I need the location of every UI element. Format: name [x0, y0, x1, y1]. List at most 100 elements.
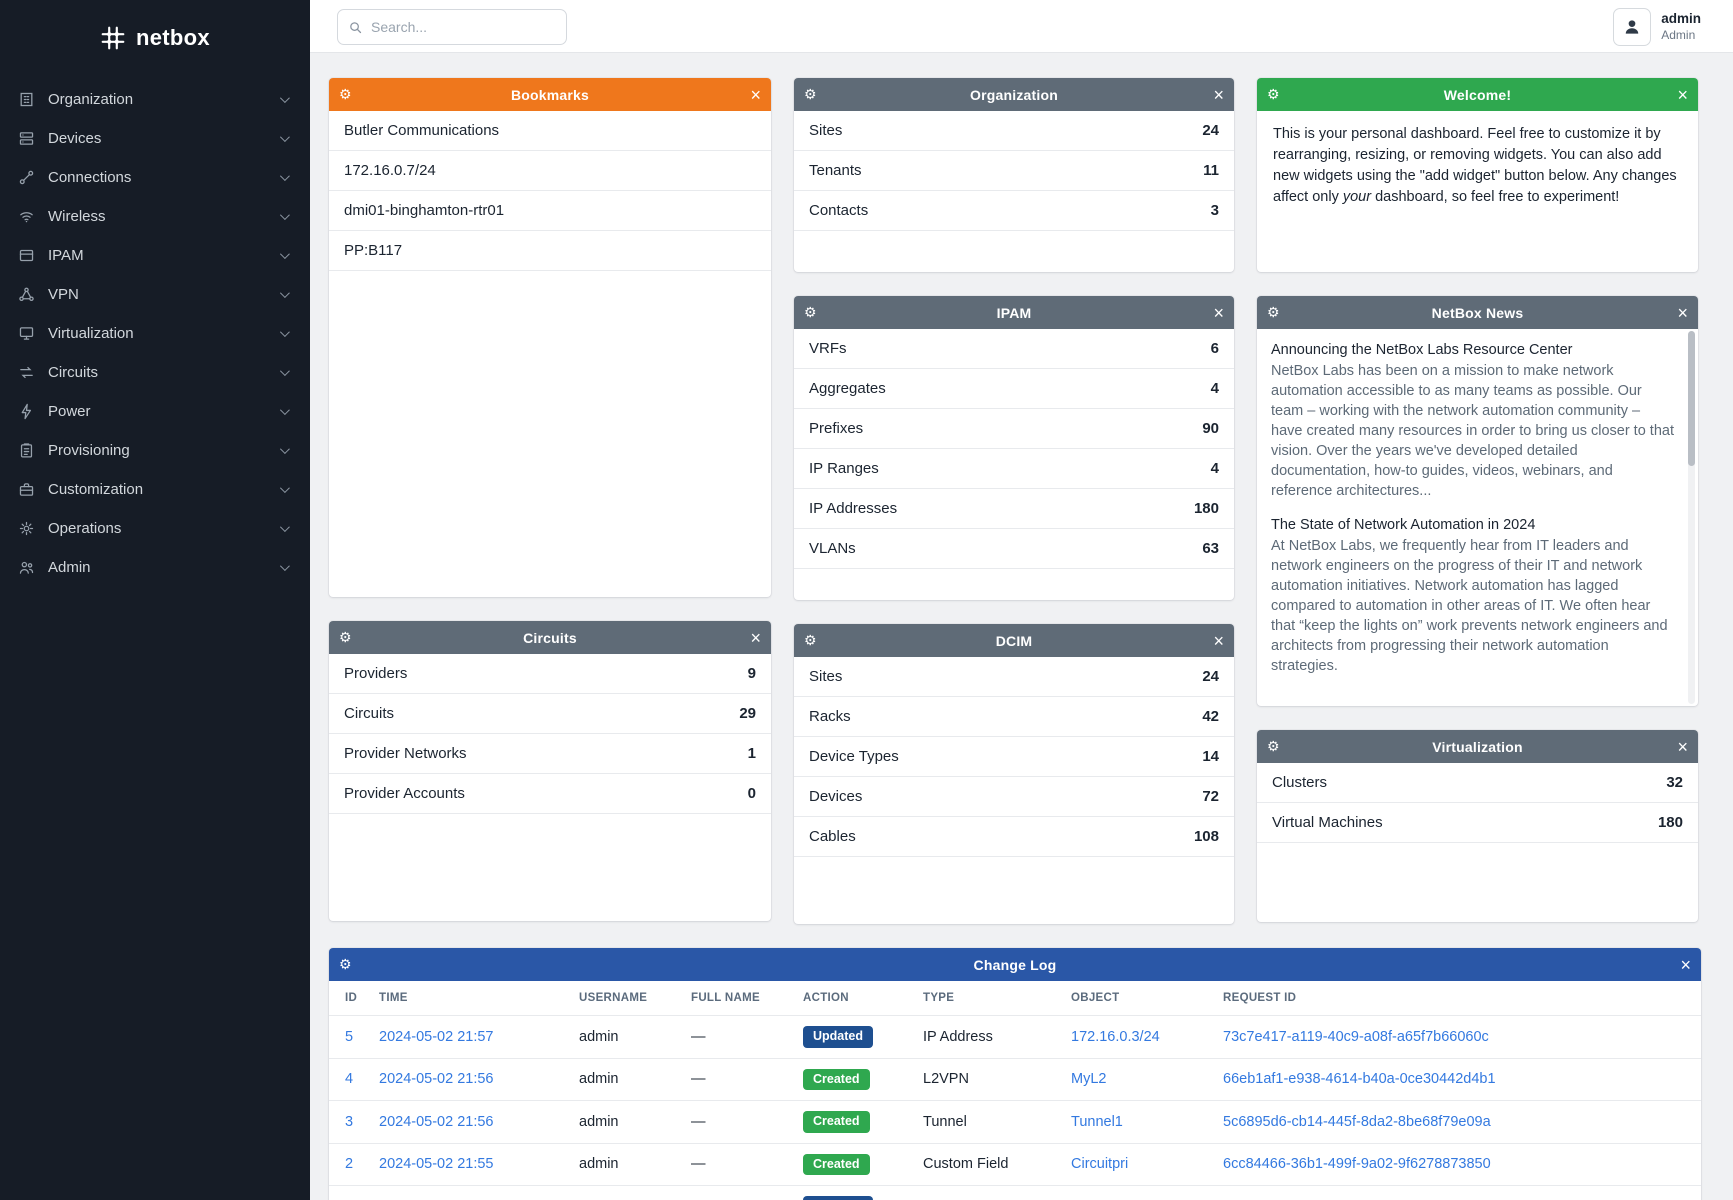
news-article-title[interactable]: Announcing the NetBox Labs Resource Cent…	[1271, 342, 1573, 358]
sidebar-item-label: Organization	[48, 91, 134, 108]
stat-row[interactable]: Tenants 11	[794, 151, 1234, 191]
gear-icon[interactable]: ⚙	[339, 86, 352, 102]
widget-title: Bookmarks	[510, 86, 590, 103]
bookmark-label: 172.16.0.7/24	[344, 162, 436, 179]
stat-label: IP Addresses	[809, 500, 898, 517]
changelog-requestid-link[interactable]: 6cc84466-36b1-499f-9a02-9f6278873850	[1223, 1156, 1491, 1173]
news-article-title[interactable]: The State of Network Automation in 2024	[1271, 517, 1536, 533]
sidebar-item-admin[interactable]: Admin	[0, 548, 310, 587]
sidebar-item-devices[interactable]: Devices	[0, 119, 310, 158]
changelog-time-link[interactable]: 2024-05-02 21:55	[379, 1156, 494, 1173]
action-badge: Created	[803, 1111, 870, 1133]
changelog-time-link[interactable]: 2024-05-02 21:56	[379, 1071, 494, 1088]
stat-row[interactable]: VLANs 63	[794, 529, 1234, 569]
changelog-object-link[interactable]: MyL2	[1071, 1071, 1107, 1088]
sidebar-item-ipam[interactable]: IPAM	[0, 236, 310, 275]
gear-icon[interactable]: ⚙	[1267, 738, 1280, 754]
stat-row[interactable]: Sites 24	[794, 111, 1234, 151]
scrollbar-thumb[interactable]	[1688, 331, 1695, 466]
changelog-requestid-link[interactable]: 66eb1af1-e938-4614-b40a-0ce30442d4b1	[1223, 1071, 1496, 1088]
gear-icon[interactable]: ⚙	[1267, 304, 1280, 320]
bookmark-item[interactable]: dmi01-binghamton-rtr01	[329, 191, 771, 231]
stat-row[interactable]: Devices 72	[794, 777, 1234, 817]
gear-icon[interactable]: ⚙	[804, 304, 817, 320]
stat-row[interactable]: IP Ranges 4	[794, 449, 1234, 489]
scrollbar[interactable]	[1688, 331, 1695, 704]
clipboard-icon	[20, 443, 33, 458]
sidebar-item-vpn[interactable]: VPN	[0, 275, 310, 314]
stat-row[interactable]: Provider Accounts 0	[329, 774, 771, 814]
close-icon[interactable]: ×	[1213, 302, 1224, 323]
stat-label: Virtual Machines	[1272, 814, 1383, 831]
changelog-fullname: —	[683, 1185, 795, 1200]
stat-row[interactable]: Contacts 3	[794, 191, 1234, 231]
close-icon[interactable]: ×	[1680, 954, 1691, 975]
close-icon[interactable]: ×	[750, 84, 761, 105]
sidebar-item-operations[interactable]: Operations	[0, 509, 310, 548]
changelog-username: admin	[571, 1015, 683, 1059]
netbox-logo[interactable]: netbox	[0, 0, 310, 76]
topbar: admin Admin	[310, 0, 1733, 53]
changelog-id-link[interactable]: 4	[345, 1071, 354, 1088]
stat-value: 108	[1193, 828, 1219, 845]
bookmark-item[interactable]: PP:B117	[329, 231, 771, 271]
welcome-text-italic: your	[1342, 189, 1372, 206]
sidebar-item-circuits[interactable]: Circuits	[0, 353, 310, 392]
changelog-object-link[interactable]: Tunnel1	[1071, 1113, 1123, 1130]
stat-row[interactable]: Provider Networks 1	[329, 734, 771, 774]
changelog-id-link[interactable]: 3	[345, 1113, 354, 1130]
changelog-object-link[interactable]: 172.16.0.3/24	[1071, 1028, 1160, 1045]
stat-row[interactable]: Device Types 14	[794, 737, 1234, 777]
stat-row[interactable]: Racks 42	[794, 697, 1234, 737]
close-icon[interactable]: ×	[1677, 302, 1688, 323]
stat-row[interactable]: Clusters 32	[1257, 763, 1698, 803]
changelog-username: admin	[571, 1058, 683, 1101]
stat-row[interactable]: Virtual Machines 180	[1257, 803, 1698, 843]
stat-row[interactable]: VRFs 6	[794, 329, 1234, 369]
chevron-down-icon	[279, 522, 290, 533]
stat-value: 4	[1210, 460, 1219, 477]
close-icon[interactable]: ×	[750, 627, 761, 648]
stat-value: 11	[1203, 162, 1219, 179]
sidebar-item-wireless[interactable]: Wireless	[0, 197, 310, 236]
column-header-fullname: FULL NAME	[683, 981, 795, 1016]
changelog-time-link[interactable]: 2024-05-02 21:57	[379, 1028, 494, 1045]
gear-icon[interactable]: ⚙	[339, 956, 352, 972]
stat-label: VRFs	[809, 340, 847, 357]
changelog-object-link[interactable]: Circuitpri	[1071, 1156, 1129, 1173]
close-icon[interactable]: ×	[1213, 630, 1224, 651]
sidebar: netbox Organization Devices Connections …	[0, 0, 310, 1200]
user-role: Admin	[1661, 27, 1696, 42]
changelog-id-link[interactable]: 5	[345, 1028, 354, 1045]
stat-row[interactable]: Prefixes 90	[794, 409, 1234, 449]
gear-icon[interactable]: ⚙	[804, 632, 817, 648]
close-icon[interactable]: ×	[1677, 84, 1688, 105]
bookmark-item[interactable]: Butler Communications	[329, 111, 771, 151]
sidebar-item-power[interactable]: Power	[0, 392, 310, 431]
stat-row[interactable]: Sites 24	[794, 657, 1234, 697]
stat-row[interactable]: Circuits 29	[329, 694, 771, 734]
changelog-username: admin	[571, 1185, 683, 1200]
close-icon[interactable]: ×	[1213, 84, 1224, 105]
gear-icon[interactable]: ⚙	[339, 629, 352, 645]
user-menu-button[interactable]	[1613, 8, 1652, 46]
sidebar-item-connections[interactable]: Connections	[0, 158, 310, 197]
changelog-time-link[interactable]: 2024-05-02 21:56	[379, 1113, 494, 1130]
sidebar-item-customization[interactable]: Customization	[0, 470, 310, 509]
close-icon[interactable]: ×	[1677, 736, 1688, 757]
stat-row[interactable]: Providers 9	[329, 654, 771, 694]
sidebar-item-organization[interactable]: Organization	[0, 80, 310, 119]
stat-value: 42	[1202, 708, 1219, 725]
sidebar-item-virtualization[interactable]: Virtualization	[0, 314, 310, 353]
changelog-id-link[interactable]: 2	[345, 1156, 354, 1173]
sidebar-item-provisioning[interactable]: Provisioning	[0, 431, 310, 470]
changelog-requestid-link[interactable]: 5c6895d6-cb14-445f-8da2-8be68f79e09a	[1223, 1113, 1491, 1130]
stat-row[interactable]: IP Addresses 180	[794, 489, 1234, 529]
changelog-requestid-link[interactable]: 73c7e417-a119-40c9-a08f-a65f7b66060c	[1223, 1028, 1489, 1045]
gear-icon[interactable]: ⚙	[804, 86, 817, 102]
bookmark-item[interactable]: 172.16.0.7/24	[329, 151, 771, 191]
gear-icon[interactable]: ⚙	[1267, 86, 1280, 102]
stat-row[interactable]: Aggregates 4	[794, 369, 1234, 409]
search-input[interactable]	[371, 19, 556, 35]
stat-row[interactable]: Cables 108	[794, 817, 1234, 857]
